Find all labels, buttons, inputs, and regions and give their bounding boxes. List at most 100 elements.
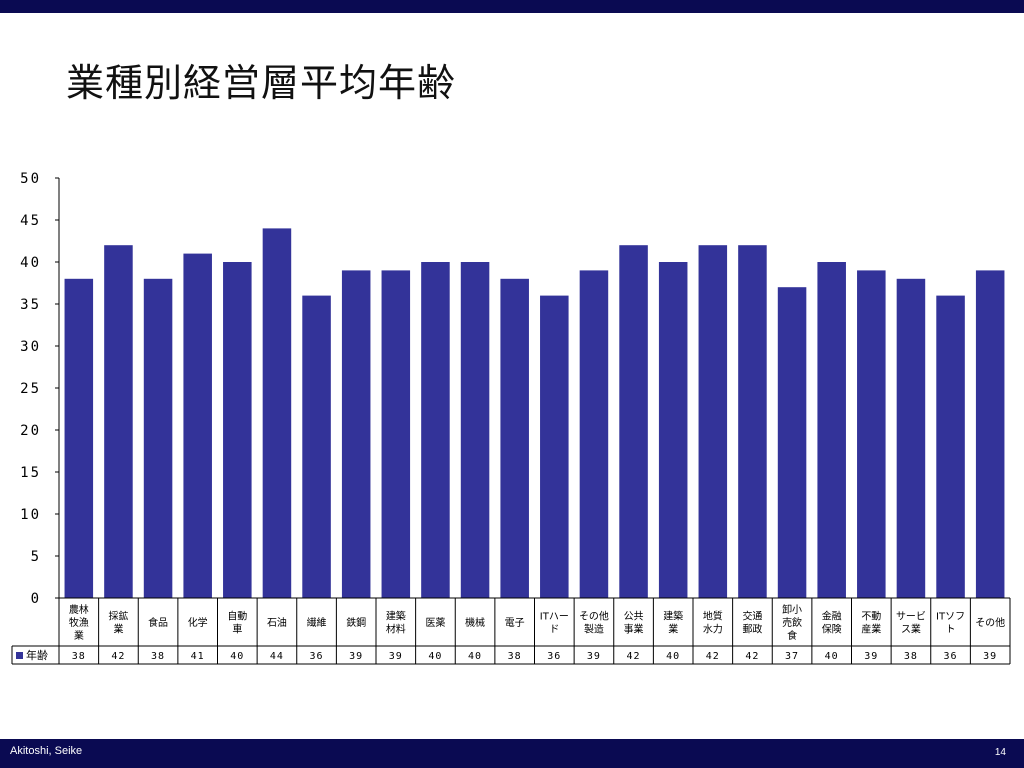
y-tick-label: 30	[20, 339, 41, 355]
category-label: 繊維	[307, 616, 327, 629]
bottom-banner	[0, 739, 1024, 768]
category-label: 医薬	[425, 617, 445, 629]
bar	[64, 278, 94, 598]
bar	[975, 270, 1005, 598]
bar	[500, 278, 529, 598]
category-label: 業	[668, 623, 678, 636]
data-table-value: 40	[825, 651, 839, 662]
bar	[540, 295, 569, 598]
y-tick-label: 45	[20, 213, 41, 229]
category-label: 卸小	[782, 603, 802, 616]
category-label: その他	[579, 610, 609, 623]
bar	[421, 262, 450, 598]
bar	[302, 295, 331, 598]
category-label: 業	[74, 629, 84, 642]
category-label: 農林	[69, 603, 89, 616]
bar	[381, 270, 411, 598]
footer-author: Akitoshi, Seike	[10, 745, 83, 757]
category-label: 建築	[386, 610, 406, 623]
data-table-value: 39	[587, 651, 601, 662]
category-label: 材料	[386, 623, 406, 636]
category-label: 自動	[227, 610, 247, 623]
data-table-value: 42	[111, 651, 125, 662]
y-tick-label: 25	[20, 381, 41, 397]
data-table-value: 38	[72, 651, 86, 662]
data-table-value: 40	[230, 651, 244, 662]
category-label: ITソフ	[936, 612, 965, 623]
bar	[143, 278, 173, 598]
data-table-value: 36	[310, 651, 324, 662]
category-label: 産業	[861, 623, 881, 636]
data-table-value: 42	[627, 651, 641, 662]
bar	[777, 287, 807, 598]
data-table-value: 40	[468, 651, 482, 662]
top-banner	[0, 0, 1024, 13]
category-label: 金融	[822, 610, 842, 623]
category-label: その他	[975, 616, 1005, 629]
category-label: ト	[946, 625, 956, 636]
data-table-value: 39	[349, 651, 363, 662]
legend-label: 年齢	[26, 648, 48, 662]
data-table-value: 38	[904, 651, 918, 662]
bar	[579, 270, 609, 598]
category-label: 機械	[465, 616, 485, 629]
bar	[817, 262, 846, 598]
category-label: 郵政	[742, 623, 762, 636]
category-label: 石油	[267, 616, 287, 629]
data-table-value: 42	[745, 651, 759, 662]
bar	[183, 253, 212, 598]
data-table-value: 37	[785, 651, 799, 662]
data-table-value: 39	[983, 651, 997, 662]
category-label: 不動	[861, 610, 881, 623]
page-number: 14	[994, 747, 1006, 758]
category-label: サービ	[896, 611, 926, 623]
bar	[619, 245, 648, 598]
category-label: ス業	[901, 623, 921, 636]
data-table-value: 39	[864, 651, 878, 662]
bar	[857, 270, 886, 598]
category-label: 電子	[505, 617, 525, 629]
data-table-value: 36	[944, 651, 958, 662]
category-label: 公共	[624, 611, 644, 623]
y-tick-label: 15	[20, 465, 41, 481]
category-label: 食	[787, 629, 797, 642]
data-table-value: 36	[547, 651, 561, 662]
category-label: 車	[232, 623, 242, 636]
category-label: 鉄鋼	[346, 616, 366, 629]
category-label: 地質	[703, 610, 723, 623]
category-label: 牧漁	[69, 616, 89, 629]
bar-chart: 05101520253035404550農林牧漁業採鉱業食品 化学自動車石油 繊維鉄…	[11, 171, 1011, 665]
category-label: 保険	[822, 623, 842, 636]
data-table-value: 39	[389, 651, 403, 662]
data-table-value: 40	[666, 651, 680, 662]
y-tick-label: 20	[20, 423, 41, 439]
bar	[262, 228, 292, 598]
data-table-value: 41	[191, 651, 205, 662]
data-table-value: 38	[508, 651, 522, 662]
bar	[658, 262, 688, 598]
bar	[738, 245, 767, 598]
bar	[460, 262, 490, 598]
y-tick-label: 0	[31, 591, 41, 607]
category-label: 化学	[188, 616, 208, 629]
category-label: 製造	[584, 623, 604, 636]
category-label: 交通	[742, 610, 762, 623]
category-label: 食品	[148, 616, 168, 629]
bar	[341, 270, 371, 598]
data-table-value: 38	[151, 651, 165, 662]
data-table-value: 44	[270, 651, 284, 662]
category-label: 水力	[703, 623, 723, 636]
category-label: 事業	[624, 623, 644, 636]
y-tick-label: 35	[20, 297, 41, 313]
y-tick-label: 5	[31, 549, 41, 565]
category-label: ITハー	[540, 612, 569, 623]
bar	[896, 278, 926, 598]
category-label: 採鉱	[108, 610, 128, 623]
category-label: 売飲	[782, 616, 802, 629]
category-label: ド	[549, 625, 559, 636]
y-tick-label: 50	[20, 171, 41, 187]
legend-swatch	[16, 652, 23, 659]
y-tick-label: 10	[20, 507, 41, 523]
y-tick-label: 40	[20, 255, 41, 271]
bar	[698, 245, 728, 598]
